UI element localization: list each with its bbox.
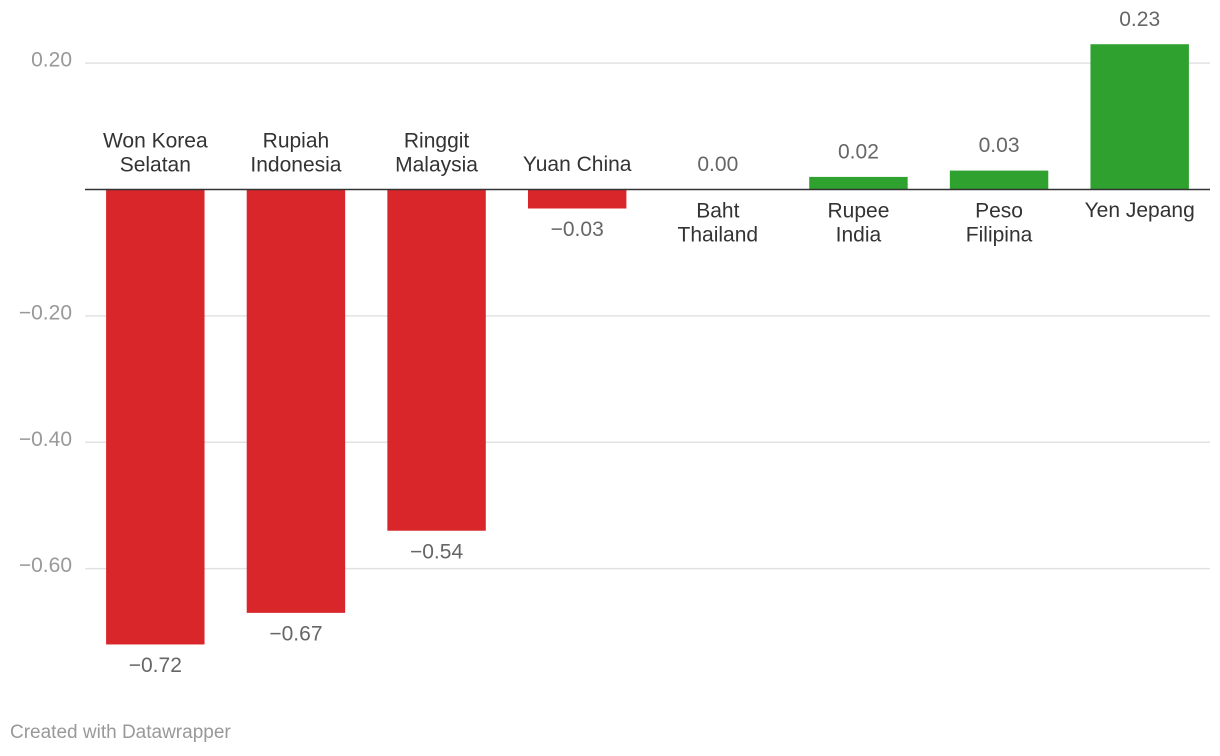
- y-tick-label: 0.20: [31, 49, 72, 72]
- category-label: Yen Jepang: [1085, 199, 1195, 222]
- bar: [387, 189, 486, 531]
- y-tick-label: −0.60: [19, 554, 72, 577]
- bar: [106, 189, 205, 645]
- value-label: 0.23: [1119, 8, 1160, 31]
- category-label: Baht Thailand: [678, 199, 759, 246]
- bar: [527, 189, 627, 209]
- bar: [809, 176, 908, 190]
- category-label: Ringgit Malaysia: [395, 129, 478, 176]
- value-label: −0.72: [129, 654, 182, 677]
- category-label: Rupee India: [827, 199, 889, 246]
- bar: [949, 170, 1049, 190]
- value-label: −0.54: [410, 540, 463, 563]
- value-label: 0.02: [838, 140, 879, 163]
- bar: [246, 189, 346, 613]
- category-label: Rupiah Indonesia: [250, 129, 341, 176]
- value-label: −0.67: [269, 622, 322, 645]
- value-label: 0.03: [979, 134, 1020, 157]
- category-label: Yuan China: [523, 153, 632, 176]
- value-label: 0.00: [697, 153, 738, 176]
- y-tick-label: −0.20: [19, 301, 72, 324]
- value-label: −0.03: [551, 218, 604, 241]
- category-label: Peso Filipina: [966, 199, 1033, 246]
- footer: Created with Datawrapper: [10, 722, 231, 743]
- category-label: Won Korea Selatan: [103, 129, 208, 176]
- bar: [1090, 44, 1189, 190]
- y-tick-label: −0.40: [19, 428, 72, 451]
